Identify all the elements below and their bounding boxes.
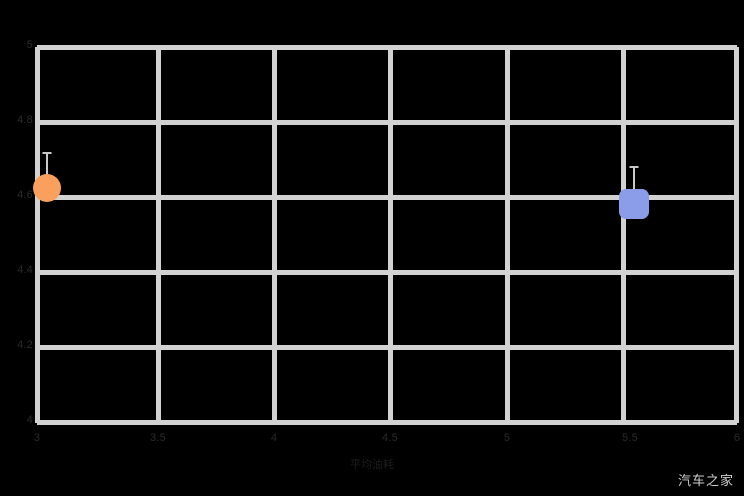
gridline-vertical-3-5 (156, 47, 161, 423)
gridline-vertical-3 (35, 47, 40, 423)
gridline-horizontal-5 (37, 45, 737, 50)
xtick-label-5-5: 5.5 (622, 432, 638, 444)
gridline-vertical-6 (734, 47, 739, 423)
gridline-vertical-5-5 (621, 47, 626, 423)
ytick-label-4: 4 (26, 414, 33, 426)
ytick-label-4-4: 4.4 (17, 264, 33, 276)
ytick-label-4-8: 4.8 (17, 114, 33, 126)
data-point-orange[interactable] (33, 174, 61, 202)
gridline-horizontal-4 (37, 420, 737, 425)
error-bar-cap-orange-top (42, 152, 52, 154)
data-point-blue[interactable] (619, 189, 649, 219)
gridline-horizontal-4-8 (37, 120, 737, 125)
watermark-autohome: 汽车之家 (677, 474, 734, 489)
gridline-vertical-4 (272, 47, 277, 423)
ytick-label-5: 5 (26, 39, 33, 51)
ytick-label-4-2: 4.2 (17, 339, 33, 351)
error-bar-cap-blue-top (629, 166, 639, 168)
gridline-horizontal-4-4 (37, 270, 737, 275)
gridline-vertical-5 (505, 47, 510, 423)
error-bar-blue (633, 166, 635, 204)
xtick-label-3-5: 3.5 (150, 432, 166, 444)
error-bar-orange (46, 152, 48, 184)
plot-area: 5 4.8 4.6 4.4 4.2 4 3 3.5 4 4.5 5 5.5 6 (17, 40, 740, 444)
xtick-label-4: 4 (270, 432, 278, 444)
xtick-label-6: 6 (733, 432, 741, 444)
xtick-label-5: 5 (503, 432, 511, 444)
gridline-horizontal-4-6 (37, 195, 737, 200)
x-axis-title: 平均油耗 (350, 459, 394, 471)
xtick-label-4-5: 4.5 (382, 432, 398, 444)
gridline-vertical-4-5 (388, 47, 393, 423)
ytick-label-4-6: 4.6 (17, 189, 33, 201)
xtick-label-3: 3 (33, 432, 41, 444)
gridline-horizontal-4-2 (37, 345, 737, 350)
